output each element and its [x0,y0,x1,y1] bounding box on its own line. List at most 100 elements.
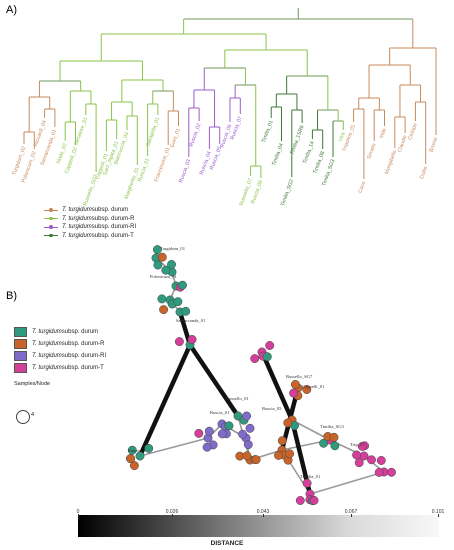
network-node [257,347,267,357]
network-node [202,442,212,452]
network-node [387,467,396,477]
network-node [217,429,227,439]
network-node [374,467,384,477]
network-edge [281,449,311,495]
network-node [325,435,335,445]
network-node [241,433,251,443]
network-node [239,415,249,425]
network-node [217,419,227,429]
network-node [126,454,135,464]
network-node [258,351,268,361]
network-node [129,461,139,471]
tree-leaf-label: Duilio [419,166,429,180]
legend-item-durum: T. turgidum subsp. durum [44,206,136,215]
tree-leaf-label: Timilia_SG2 [280,179,295,208]
network-edge [245,437,251,461]
panel-b-label: B) [6,290,17,302]
network-node [243,440,253,450]
network-node [293,391,303,401]
distance-tick-mark [438,514,439,517]
network-edge [237,415,251,461]
network-node [302,478,312,488]
network-node [265,341,275,350]
tree-leaf-label: Riccardi_04 [33,120,48,148]
legend-item-durum-ri: T. turgidum subsp. durum-RI [14,350,106,362]
legend-swatch [14,327,27,337]
network-node [330,441,340,451]
network-node-label: Russello_01 [226,396,249,401]
tree-leaf-label: Claudio [397,135,409,154]
network-node [126,454,136,464]
network-node [185,340,195,350]
tree-leaf-label: Bronte [429,137,440,154]
legend-swatch [44,225,58,229]
network-node [283,455,293,465]
network-node [262,352,272,362]
network-node [354,458,364,468]
tree-leaf-label: Vira [338,132,347,143]
network-node [187,335,197,344]
network-node [220,422,230,432]
tree-leaf-label: Simeto [366,143,377,160]
panel-a-label: A) [6,4,17,16]
phylogenetic-tree: Turgidum_02Polonicum_02Riccardi_04Samarc… [11,8,440,208]
network-node [194,428,204,438]
network-node [242,411,252,421]
network-node-label: Cappelli_01 [302,384,325,389]
network-node [319,438,329,448]
distance-tick-mark [351,514,352,517]
network-node [289,388,299,398]
network-node-label: Simeto [128,448,142,453]
network-edge [221,423,247,439]
network-edge [139,437,209,457]
network-node [277,445,287,455]
network-node [235,451,245,461]
legend-item-durum-t: T. turgidum subsp. durum-T [14,362,106,374]
samples-per-node-title: Samples/Node [14,381,51,387]
network-node [293,383,303,393]
network-edge [169,299,181,313]
legend-swatch [44,233,58,238]
network-node [323,432,333,441]
distance-tick-label: 0 [76,509,80,515]
network-edge [291,419,331,441]
legend-item-durum: T. turgidum subsp. durum [14,326,106,338]
network-node [208,440,218,450]
network-node [329,432,339,442]
tree-leaf-label: Timilia_14 [302,141,316,165]
distance-tick-mark [172,514,173,517]
network-node [245,455,255,465]
legend-item-durum-ri: T. turgidum subsp. durum-RI [44,223,136,232]
network-node [127,445,137,455]
network-node [233,411,243,421]
network-edge [279,387,301,451]
network-node [167,299,177,309]
network-node [308,496,318,506]
tree-leaf-label: Iride [379,128,388,140]
legend-item-durum-r: T. turgidum subsp. durum-R [44,215,136,224]
network-node-label: Timilia_01 [300,474,321,479]
distance-tick-label: 0.026 [165,509,179,515]
network-node [144,443,154,453]
distance-tick-mark [263,514,264,517]
network-node [309,495,319,505]
network-edge [329,439,365,457]
network-node [157,294,167,304]
distance-title: DISTANCE [210,540,244,547]
network-node [360,441,370,451]
network-node [357,441,367,451]
legend-item-durum-t: T. turgidum subsp. durum-T [44,232,136,241]
network-node [290,380,300,389]
tree-leaf-label: Timilia_08 [312,151,326,175]
network-node [305,495,315,505]
network-node [250,455,260,465]
network-node [376,456,386,465]
network-edge [259,351,295,421]
network-node [305,489,315,499]
legend-swatch [44,216,58,221]
tree-leaf-label: Timilia_01 [261,120,275,144]
network-edge [289,419,313,495]
distance-tick-label: 0.067 [344,509,358,515]
network-node [203,433,213,443]
network-node [287,415,297,425]
